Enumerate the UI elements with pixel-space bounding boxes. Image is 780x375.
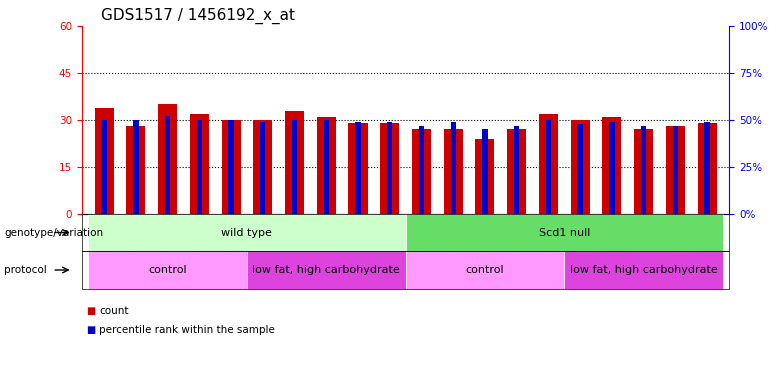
Text: wild type: wild type	[222, 228, 272, 237]
Bar	[94, 108, 114, 214]
Bar	[577, 124, 583, 214]
Bar	[602, 117, 622, 214]
Bar	[133, 120, 139, 214]
Bar	[165, 116, 170, 214]
Text: genotype/variation: genotype/variation	[4, 228, 103, 237]
Text: count: count	[99, 306, 129, 316]
Text: GDS1517 / 1456192_x_at: GDS1517 / 1456192_x_at	[101, 7, 296, 24]
Bar	[387, 122, 392, 214]
Bar	[571, 120, 590, 214]
Bar	[126, 126, 145, 214]
Text: percentile rank within the sample: percentile rank within the sample	[99, 325, 275, 335]
Bar	[634, 129, 653, 214]
Bar	[444, 129, 463, 214]
Bar	[324, 120, 329, 214]
Bar	[229, 120, 234, 214]
Text: control: control	[466, 265, 504, 275]
Bar	[190, 114, 209, 214]
Bar	[197, 120, 202, 214]
Bar	[514, 126, 519, 214]
Bar	[641, 126, 647, 214]
Text: low fat, high carbohydrate: low fat, high carbohydrate	[569, 265, 718, 275]
Bar	[672, 126, 678, 214]
Bar	[260, 122, 265, 214]
Bar	[609, 122, 615, 214]
Bar	[451, 122, 456, 214]
Bar	[546, 120, 551, 214]
Text: Scd1 null: Scd1 null	[538, 228, 590, 237]
Bar	[222, 120, 240, 214]
Text: protocol: protocol	[4, 265, 47, 275]
Text: control: control	[148, 265, 187, 275]
Bar	[158, 104, 177, 214]
Bar	[356, 122, 360, 214]
Bar	[254, 120, 272, 214]
Bar	[476, 139, 495, 214]
Bar	[507, 129, 526, 214]
Text: ■: ■	[86, 306, 95, 316]
Bar	[349, 123, 367, 214]
Bar	[419, 126, 424, 214]
Bar	[482, 129, 488, 214]
Bar	[539, 114, 558, 214]
Text: ■: ■	[86, 325, 95, 335]
Bar	[704, 122, 710, 214]
Bar	[101, 120, 107, 214]
Bar	[666, 126, 685, 214]
Text: low fat, high carbohydrate: low fat, high carbohydrate	[253, 265, 400, 275]
Bar	[285, 111, 304, 214]
Bar	[412, 129, 431, 214]
Bar	[292, 120, 297, 214]
Bar	[317, 117, 335, 214]
Bar	[380, 123, 399, 214]
Bar	[697, 123, 717, 214]
